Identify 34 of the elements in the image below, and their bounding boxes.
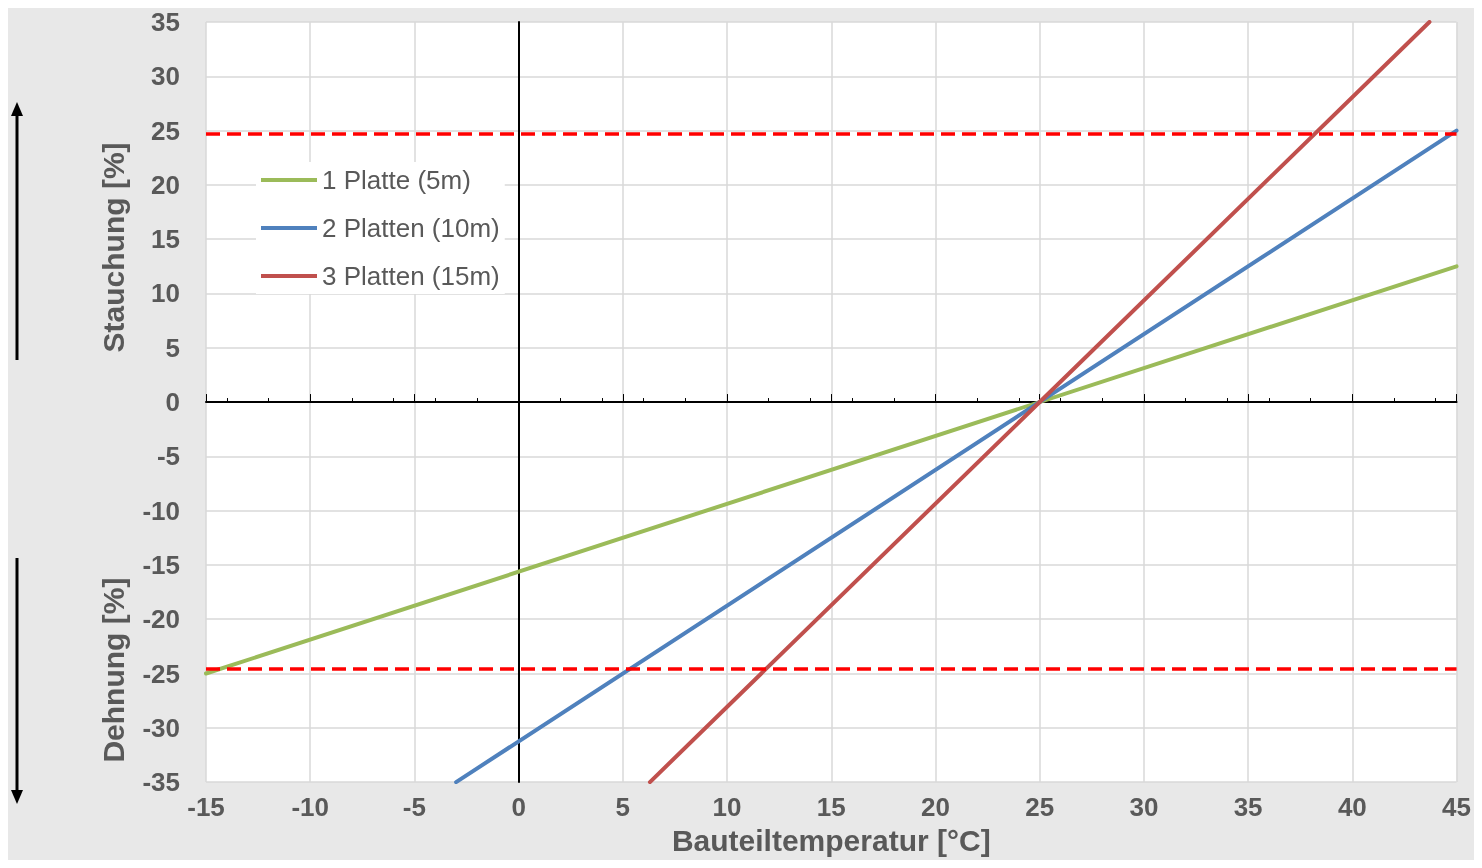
y-tick-label: -10: [142, 495, 180, 526]
y-axis-title: Stauchung [%]: [96, 142, 130, 353]
y-tick-label: 0: [165, 387, 180, 418]
y-tick-label: 20: [151, 169, 180, 200]
x-tick-label: -15: [187, 792, 225, 823]
y-tick-label: 35: [151, 7, 180, 37]
y-tick-label: -30: [142, 712, 180, 743]
x-tick-label: 15: [816, 792, 846, 823]
x-tick-label: -10: [291, 792, 329, 823]
legend-label: 3 Platten (15m): [322, 261, 500, 291]
x-tick-label: 35: [1233, 792, 1263, 823]
y-tick-label: -20: [142, 604, 180, 635]
legend-label: 1 Platte (5m): [322, 165, 471, 195]
y-tick-label: 15: [151, 224, 180, 255]
x-tick-label: 30: [1129, 792, 1159, 823]
legend-label: 2 Platten (10m): [322, 213, 500, 243]
x-tick-label: 45: [1442, 792, 1471, 823]
y-tick-label: 10: [151, 278, 180, 309]
text: Dehnung [%]: [96, 577, 130, 763]
x-axis-title: Bauteiltemperatur [°C]: [671, 823, 991, 857]
x-tick-label: 25: [1025, 792, 1055, 823]
y-tick-label: -15: [142, 549, 180, 580]
x-tick-label: 40: [1337, 792, 1367, 823]
y-tick-label: -5: [156, 441, 180, 472]
y-tick-label: 25: [151, 115, 180, 146]
y-tick-label: 5: [165, 332, 180, 363]
x-tick-label: 5: [615, 792, 631, 823]
x-tick-label: 0: [511, 792, 526, 823]
y-tick-label: 30: [151, 61, 180, 92]
x-tick-label: -5: [402, 792, 426, 823]
y-tick-label: -25: [142, 658, 180, 689]
x-tick-label: 10: [712, 792, 742, 823]
y-tick-label: -35: [142, 767, 180, 798]
x-tick-label: 20: [921, 792, 950, 823]
